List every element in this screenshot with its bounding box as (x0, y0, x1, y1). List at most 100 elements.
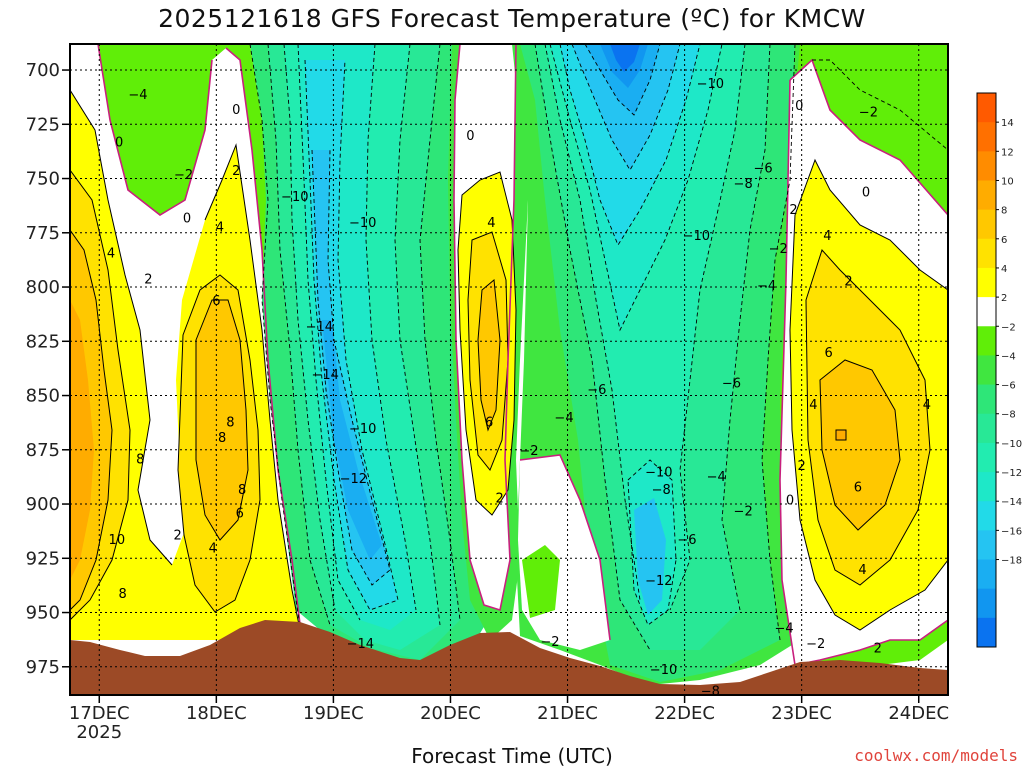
source-credit: coolwx.com/models (854, 746, 1018, 765)
y-tick-label: 900 (26, 494, 60, 515)
contour-label: 0 (862, 186, 870, 201)
contour-label: −4 (128, 88, 147, 103)
x-tick-label: 20DEC (420, 703, 481, 724)
contour-label: 0 (795, 99, 803, 114)
colorbar-swatch (977, 384, 996, 415)
colorbar-swatch (977, 209, 996, 240)
contour-label: −2 (519, 444, 538, 459)
colorbar-label: −8 (1001, 410, 1016, 421)
colorbar-swatch (977, 326, 996, 356)
region-east-20 (610, 44, 640, 72)
negative-contours (249, 44, 948, 651)
x-axis: 17DEC 18DEC 19DEC 20DEC 21DEC 22DEC 23DEC 24DEC… (69, 695, 949, 743)
grid-lines (70, 44, 948, 695)
y-tick-label: 875 (26, 440, 60, 461)
colorbar-swatch (977, 355, 996, 386)
colorbar-label: −14 (1001, 497, 1022, 508)
contour-line (70, 229, 113, 611)
zero-isotherm (97, 44, 213, 216)
colorbar-frame (976, 92, 997, 648)
y-tick-label: 975 (26, 657, 60, 678)
x-tick-label: 22DEC (654, 703, 715, 724)
contour-line (195, 299, 249, 541)
contour-label: 0 (183, 212, 191, 227)
x-tick-label: 21DEC (537, 703, 598, 724)
contour-label: −8 (701, 685, 720, 700)
contour-label: 2 (144, 272, 152, 287)
contour-label: −2 (806, 637, 825, 652)
region-orange-core (70, 300, 94, 580)
colorbar-swatch (977, 559, 996, 590)
region-orange-ne (820, 360, 900, 530)
zero-isotherm (225, 47, 303, 641)
region-east-12b (634, 498, 666, 615)
contour-label: −2 (769, 242, 788, 257)
x-tick-label: 17DEC (69, 703, 130, 724)
contour-label: −4 (707, 470, 726, 485)
contour-label: 8 (136, 452, 144, 467)
zero-isotherm (789, 58, 948, 216)
contour-label: −14 (311, 368, 338, 383)
negative-contour (283, 44, 336, 611)
y-tick-label: 925 (26, 548, 60, 569)
negative-contour (761, 44, 796, 641)
region-orange-mid (196, 300, 248, 540)
colorbar-label: 6 (1001, 235, 1007, 246)
negative-contour (721, 44, 771, 611)
colorbar-label: −4 (1001, 351, 1016, 362)
contour-label: 4 (487, 216, 495, 231)
y-tick-label: 950 (26, 603, 60, 624)
y-tick-label: 825 (26, 331, 60, 352)
y-tick-label: 750 (26, 169, 60, 190)
colorbar-label: 10 (1001, 176, 1014, 187)
temperature-field (70, 44, 948, 695)
zero-isotherm (519, 454, 611, 641)
contour-label: −10 (697, 77, 724, 92)
contour-label: 6 (212, 294, 220, 309)
y-tick-label: 800 (26, 277, 60, 298)
contour-line (204, 143, 303, 641)
contour-line (457, 171, 517, 516)
colorbar-swatch (977, 442, 996, 473)
contour-label: −6 (677, 533, 696, 548)
negative-contour (627, 459, 677, 626)
contour-label: 4 (923, 398, 931, 413)
contour-label: −2 (859, 105, 878, 120)
colorbar-label: −6 (1001, 381, 1016, 392)
colorbar-swatch (977, 93, 996, 123)
contour-label: −10 (645, 465, 672, 480)
contour-label: 2 (232, 164, 240, 179)
negative-contour (534, 44, 651, 651)
colorbar-label: −18 (1001, 556, 1022, 567)
colorbar-label: −16 (1001, 526, 1022, 537)
colorbar-swatch (977, 588, 996, 619)
colorbar-label: 4 (1001, 264, 1007, 275)
negative-contour (544, 44, 641, 601)
contour-labels: −400−2 2044268888642108−10−10−14−14−10−12… (107, 77, 931, 700)
x-year-label: 2025 (76, 722, 122, 743)
contour-line (805, 249, 931, 586)
contour-label: 0 (786, 494, 794, 509)
contour-label: −6 (753, 162, 772, 177)
x-axis-title: Forecast Time (UTC) (411, 744, 613, 768)
contour-line (467, 231, 509, 471)
contour-label: 4 (209, 541, 217, 556)
contour-label: 2 (495, 492, 503, 507)
colorbar-label: 2 (1001, 293, 1007, 304)
zero-isotherm (779, 79, 948, 666)
contour-line (819, 359, 901, 531)
contour-label: −12 (340, 472, 367, 487)
region-cold-16 (322, 320, 382, 560)
contour-label: 2 (174, 528, 182, 543)
contour-label: 4 (216, 220, 224, 235)
colorbar-label: 14 (1001, 118, 1014, 129)
plot-frame (69, 43, 949, 696)
contour-label: −8 (734, 177, 753, 192)
y-tick-label: 850 (26, 386, 60, 407)
contour-label: −6 (587, 383, 606, 398)
contour-label: −10 (349, 216, 376, 231)
contour-label: −12 (645, 574, 672, 589)
contour-label: 4 (823, 229, 831, 244)
terrain (70, 620, 948, 695)
colorbar-swatch (977, 413, 996, 444)
